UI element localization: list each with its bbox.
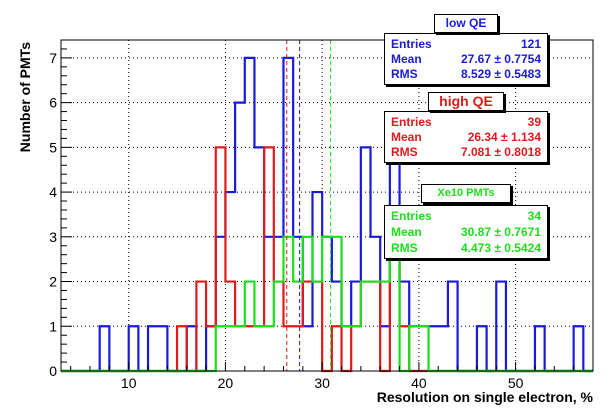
stats-title-low-qe: low QE	[434, 14, 498, 33]
stats-row-entries: Entries 121	[385, 36, 547, 52]
stats-value: 39	[527, 115, 541, 129]
stats-box-xe10: Xe10 PMTs Entries 34 Mean 30.87 ± 0.7671…	[384, 184, 548, 259]
stats-key: Mean	[391, 225, 422, 239]
stats-title-high-qe: high QE	[428, 92, 504, 111]
stats-box-low-qe: low QE Entries 121 Mean 27.67 ± 0.7754 R…	[384, 14, 548, 85]
stats-value: 121	[520, 37, 541, 51]
y-tick-label: 6	[49, 95, 57, 111]
stats-key: RMS	[391, 145, 418, 159]
stats-value: 8.529 ± 0.5483	[461, 67, 541, 81]
x-tick-label: 50	[508, 375, 524, 391]
stats-value: 30.87 ± 0.7671	[461, 225, 541, 239]
stats-row-mean: Mean 30.87 ± 0.7671	[385, 224, 547, 240]
x-tick-label: 30	[314, 375, 330, 391]
stats-box-high-qe: high QE Entries 39 Mean 26.34 ± 1.134 RM…	[384, 92, 548, 163]
y-tick-label: 5	[49, 139, 57, 155]
stats-key: Mean	[391, 130, 422, 144]
stats-key: RMS	[391, 241, 418, 255]
y-tick-label: 1	[49, 318, 57, 334]
stats-row-entries: Entries 39	[385, 114, 547, 130]
stats-key: Entries	[391, 37, 432, 51]
stats-row-mean: Mean 27.67 ± 0.7754	[385, 51, 547, 67]
y-tick-label: 4	[49, 184, 57, 200]
stats-value: 7.081 ± 0.8018	[461, 145, 541, 159]
stats-title-xe10: Xe10 PMTs	[421, 184, 511, 203]
stats-value: 4.473 ± 0.5424	[461, 241, 541, 255]
x-axis-label: Resolution on single electron, %	[377, 389, 594, 405]
stats-key: Entries	[391, 209, 432, 223]
x-tick-label: 40	[411, 375, 427, 391]
stats-row-entries: Entries 34	[385, 208, 547, 224]
stats-key: RMS	[391, 67, 418, 81]
y-tick-label: 3	[49, 229, 57, 245]
stats-key: Mean	[391, 52, 422, 66]
stats-value: 34	[527, 209, 541, 223]
stats-row-mean: Mean 26.34 ± 1.134	[385, 129, 547, 145]
stats-value: 27.67 ± 0.7754	[461, 52, 541, 66]
stats-row-rms: RMS 7.081 ± 0.8018	[385, 144, 547, 160]
stats-row-rms: RMS 4.473 ± 0.5424	[385, 240, 547, 256]
x-tick-label: 10	[121, 375, 137, 391]
y-axis-label: Number of PMTs	[17, 42, 33, 152]
stats-value: 26.34 ± 1.134	[467, 130, 541, 144]
y-tick-label: 0	[49, 363, 57, 379]
stats-key: Entries	[391, 115, 432, 129]
stats-row-rms: RMS 8.529 ± 0.5483	[385, 66, 547, 82]
plot-frame	[60, 39, 594, 372]
x-tick-label: 20	[218, 375, 234, 391]
y-tick-label: 7	[49, 50, 57, 66]
mean-lines	[286, 40, 332, 371]
y-tick-label: 2	[49, 274, 57, 290]
